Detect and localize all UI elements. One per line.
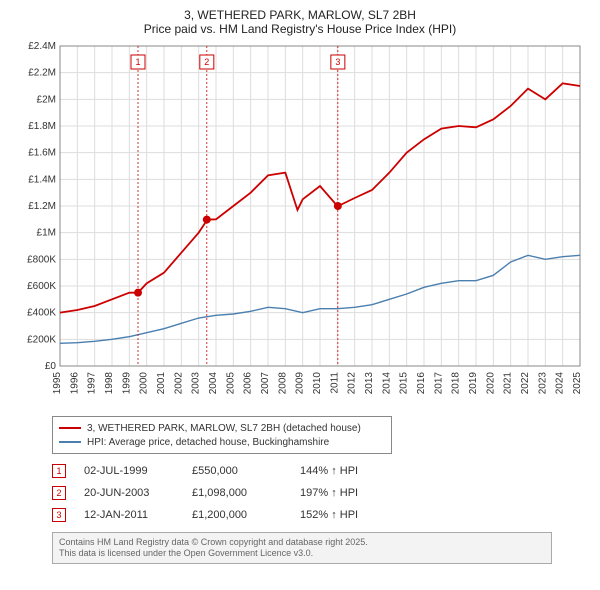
- svg-text:1998: 1998: [104, 372, 115, 395]
- svg-text:£1.2M: £1.2M: [28, 201, 56, 212]
- svg-text:2008: 2008: [277, 372, 288, 395]
- title-subtitle: Price paid vs. HM Land Registry's House …: [12, 22, 588, 36]
- sale-hpi: 144% ↑ HPI: [300, 465, 390, 477]
- legend-item: 3, WETHERED PARK, MARLOW, SL7 2BH (detac…: [59, 421, 385, 435]
- sales-table: 1 02-JUL-1999 £550,000 144% ↑ HPI 2 20-J…: [52, 460, 588, 526]
- footer-line: This data is licensed under the Open Gov…: [59, 548, 545, 559]
- license-footer: Contains HM Land Registry data © Crown c…: [52, 532, 552, 564]
- legend: 3, WETHERED PARK, MARLOW, SL7 2BH (detac…: [52, 416, 392, 454]
- sale-date: 12-JAN-2011: [84, 509, 174, 521]
- legend-item: HPI: Average price, detached house, Buck…: [59, 435, 385, 449]
- svg-text:2015: 2015: [399, 372, 410, 395]
- svg-text:2009: 2009: [295, 372, 306, 395]
- svg-text:£1.8M: £1.8M: [28, 121, 56, 132]
- legend-swatch: [59, 427, 81, 429]
- sale-row: 3 12-JAN-2011 £1,200,000 152% ↑ HPI: [52, 504, 588, 526]
- svg-text:2025: 2025: [572, 372, 583, 395]
- svg-text:£0: £0: [45, 361, 57, 372]
- svg-text:2005: 2005: [225, 372, 236, 395]
- svg-text:£1.6M: £1.6M: [28, 148, 56, 159]
- svg-text:£1.4M: £1.4M: [28, 174, 56, 185]
- sale-hpi: 197% ↑ HPI: [300, 487, 390, 499]
- chart-title: 3, WETHERED PARK, MARLOW, SL7 2BH Price …: [12, 8, 588, 36]
- svg-text:2014: 2014: [381, 372, 392, 395]
- legend-swatch: [59, 441, 81, 443]
- svg-text:£800K: £800K: [27, 254, 56, 265]
- svg-text:2012: 2012: [347, 372, 358, 395]
- sale-row: 1 02-JUL-1999 £550,000 144% ↑ HPI: [52, 460, 588, 482]
- sale-price: £550,000: [192, 465, 282, 477]
- svg-text:2003: 2003: [191, 372, 202, 395]
- svg-text:2001: 2001: [156, 372, 167, 395]
- svg-text:2010: 2010: [312, 372, 323, 395]
- svg-text:2000: 2000: [139, 372, 150, 395]
- sale-hpi: 152% ↑ HPI: [300, 509, 390, 521]
- svg-text:2022: 2022: [520, 372, 531, 395]
- title-address: 3, WETHERED PARK, MARLOW, SL7 2BH: [12, 8, 588, 22]
- svg-text:2013: 2013: [364, 372, 375, 395]
- sale-row: 2 20-JUN-2003 £1,098,000 197% ↑ HPI: [52, 482, 588, 504]
- chart-svg: £0 £200K £400K £600K £800K £1M £1.2M £1.4M £1.6M…: [12, 40, 588, 410]
- svg-text:2018: 2018: [451, 372, 462, 395]
- svg-text:£600K: £600K: [27, 281, 56, 292]
- svg-text:2021: 2021: [503, 372, 514, 395]
- svg-text:£2.4M: £2.4M: [28, 41, 56, 52]
- svg-text:1999: 1999: [121, 372, 132, 395]
- svg-text:2007: 2007: [260, 372, 271, 395]
- sale-marker-icon: 2: [52, 486, 66, 500]
- svg-text:£400K: £400K: [27, 308, 56, 319]
- chart: £0 £200K £400K £600K £800K £1M £1.2M £1.4M £1.6M…: [12, 40, 588, 410]
- svg-text:2019: 2019: [468, 372, 479, 395]
- svg-text:£200K: £200K: [27, 334, 56, 345]
- legend-label: 3, WETHERED PARK, MARLOW, SL7 2BH (detac…: [87, 423, 361, 434]
- svg-text:1: 1: [135, 57, 140, 67]
- svg-text:2020: 2020: [485, 372, 496, 395]
- sale-date: 20-JUN-2003: [84, 487, 174, 499]
- svg-text:2024: 2024: [555, 372, 566, 395]
- sale-price: £1,098,000: [192, 487, 282, 499]
- svg-text:£1M: £1M: [37, 228, 56, 239]
- svg-text:1995: 1995: [52, 372, 63, 395]
- sale-price: £1,200,000: [192, 509, 282, 521]
- svg-text:2002: 2002: [173, 372, 184, 395]
- svg-text:1997: 1997: [87, 372, 98, 395]
- legend-label: HPI: Average price, detached house, Buck…: [87, 437, 329, 448]
- svg-text:2006: 2006: [243, 372, 254, 395]
- svg-text:2017: 2017: [433, 372, 444, 395]
- svg-text:2023: 2023: [537, 372, 548, 395]
- svg-text:1996: 1996: [69, 372, 80, 395]
- footer-line: Contains HM Land Registry data © Crown c…: [59, 537, 545, 548]
- svg-text:2011: 2011: [329, 372, 340, 394]
- sale-marker-icon: 1: [52, 464, 66, 478]
- svg-text:£2M: £2M: [37, 94, 56, 105]
- sale-date: 02-JUL-1999: [84, 465, 174, 477]
- svg-text:3: 3: [335, 57, 340, 67]
- sale-marker-icon: 3: [52, 508, 66, 522]
- svg-text:2: 2: [204, 57, 209, 67]
- svg-text:2004: 2004: [208, 372, 219, 395]
- svg-text:£2.2M: £2.2M: [28, 68, 56, 79]
- page: 3, WETHERED PARK, MARLOW, SL7 2BH Price …: [0, 0, 600, 568]
- svg-text:2016: 2016: [416, 372, 427, 395]
